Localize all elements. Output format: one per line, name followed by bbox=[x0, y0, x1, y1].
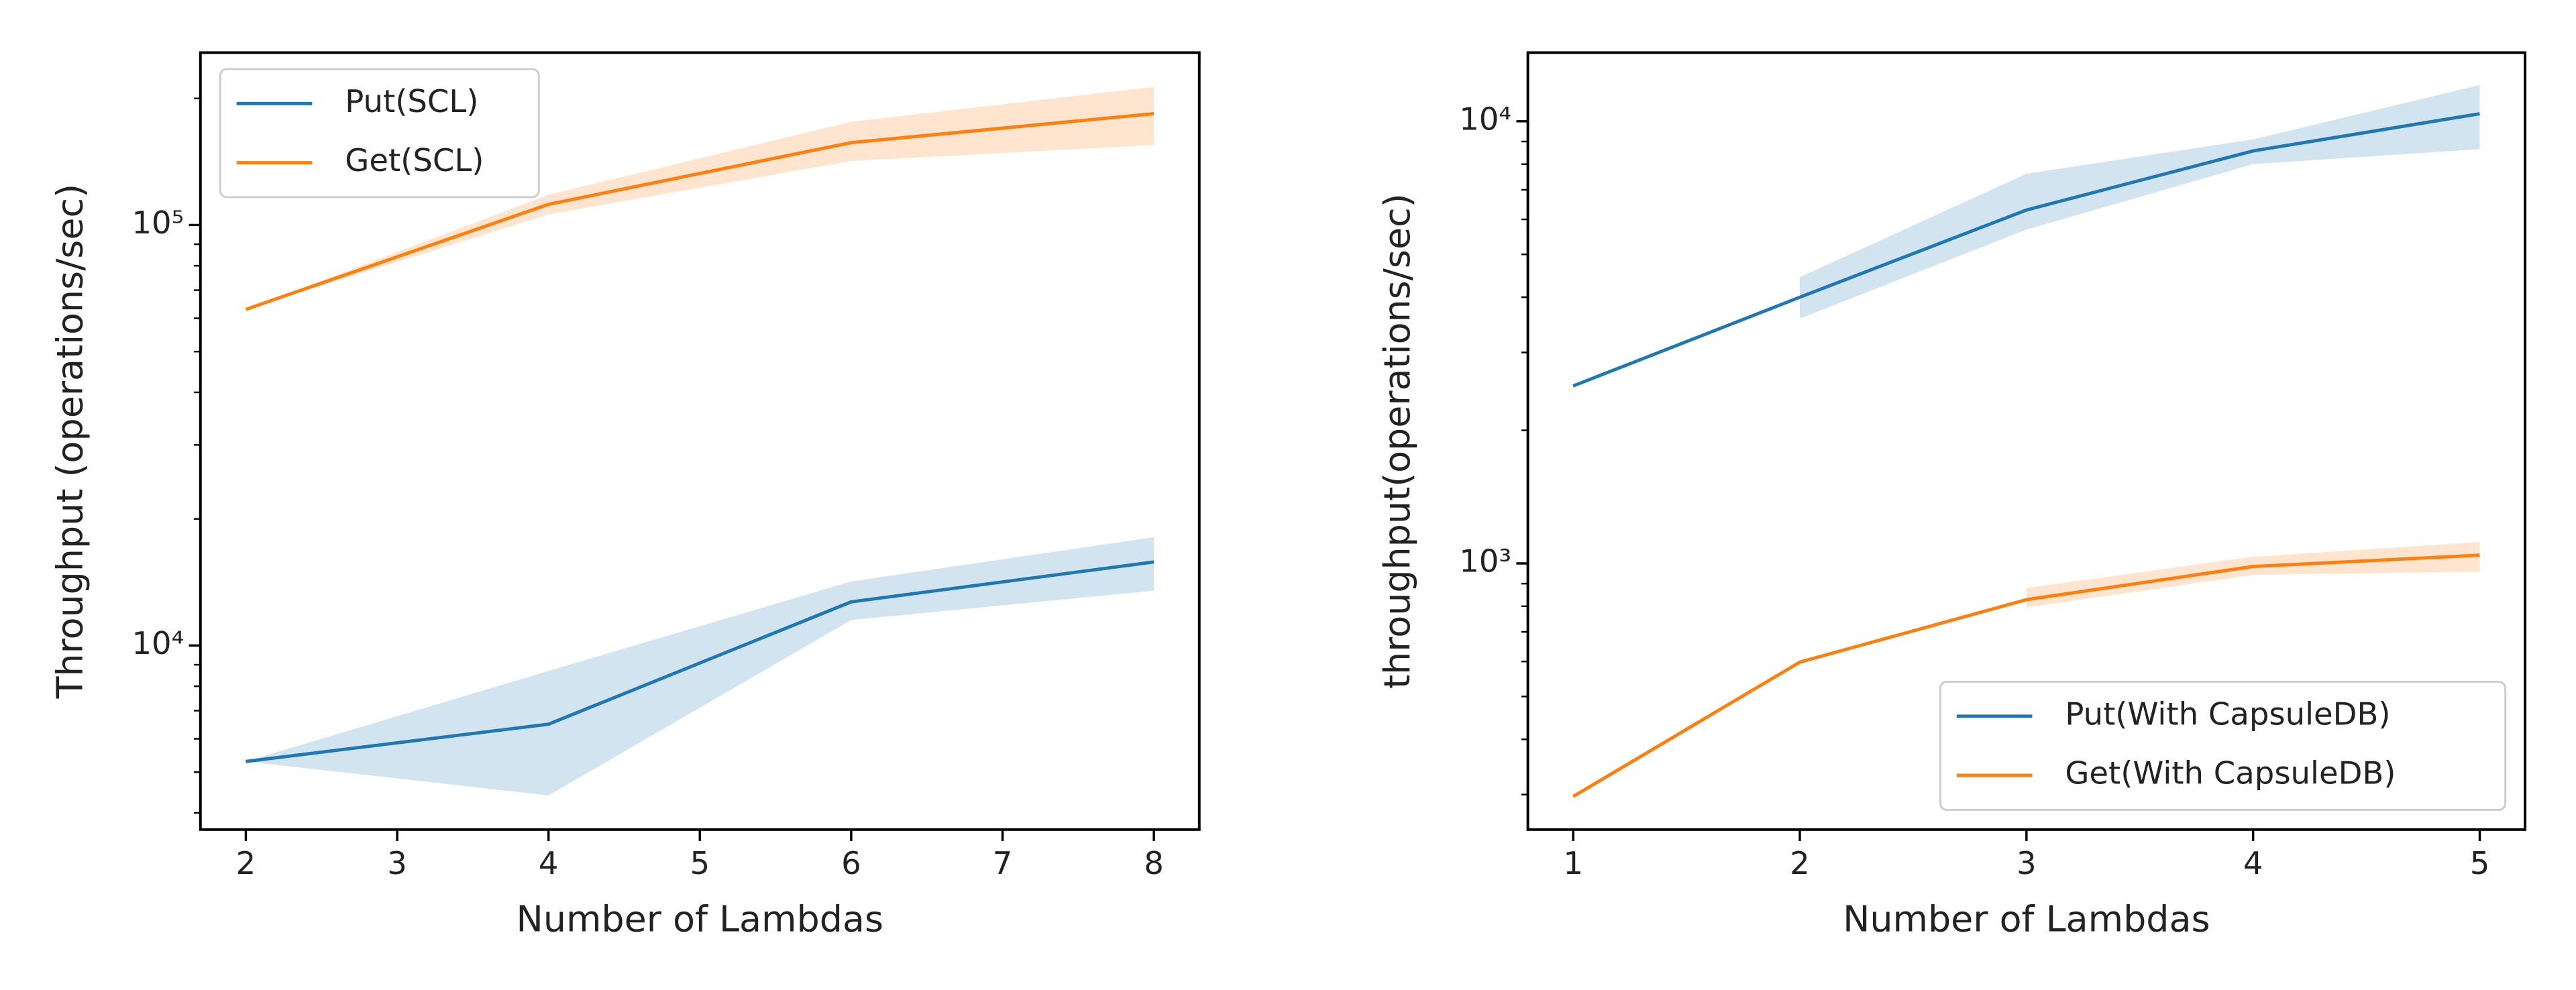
y-tick-label: 10³ bbox=[1459, 543, 1511, 579]
x-tick-label: 3 bbox=[387, 845, 407, 881]
x-tick-label: 5 bbox=[2470, 845, 2490, 881]
y-axis-label: throughput(operations/sec) bbox=[1376, 193, 1418, 689]
y-tick-label: 10⁵ bbox=[131, 205, 184, 241]
y-tick-label: 10⁴ bbox=[131, 625, 184, 661]
x-tick-label: 7 bbox=[993, 845, 1013, 881]
series-line bbox=[245, 111, 1155, 311]
x-tick-label: 5 bbox=[690, 845, 710, 881]
confidence-band bbox=[246, 87, 1155, 310]
x-tick-label: 2 bbox=[1790, 845, 1810, 881]
y-tick-label: 10⁴ bbox=[1459, 101, 1511, 137]
legend-label: Get(SCL) bbox=[345, 142, 484, 178]
x-tick-label: 2 bbox=[236, 845, 256, 881]
legend-label: Put(SCL) bbox=[345, 83, 478, 119]
x-axis-label: Number of Lambdas bbox=[517, 898, 883, 940]
legend-label: Get(With CapsuleDB) bbox=[2065, 755, 2396, 791]
chart: 2 3 4 5 6 7 8 10⁴ 10⁵ Number of Lambdas Throughput… bbox=[48, 51, 1201, 940]
series-line bbox=[1572, 553, 2480, 798]
chart: 1 2 3 4 5 10³ 10⁴ Number of Lambdas throughput(o… bbox=[1376, 51, 2527, 940]
legend: Put(With CapsuleDB) Get(With CapsuleDB) bbox=[1939, 680, 2507, 811]
legend-label: Put(With CapsuleDB) bbox=[2065, 696, 2390, 732]
x-axis-label: Number of Lambdas bbox=[1843, 898, 2210, 940]
series-line bbox=[246, 560, 1155, 763]
confidence-band bbox=[246, 537, 1155, 795]
y-axis-label: Throughput (operations/sec) bbox=[48, 184, 91, 700]
x-tick-label: 4 bbox=[2243, 845, 2263, 881]
plot-frame bbox=[199, 51, 1201, 831]
series-line bbox=[1572, 112, 2480, 388]
x-tick-label: 4 bbox=[539, 845, 559, 881]
x-tick-label: 6 bbox=[841, 845, 861, 881]
legend-box bbox=[1939, 680, 2507, 811]
confidence-band bbox=[2026, 542, 2480, 608]
plot-frame bbox=[1526, 51, 2527, 831]
legend: Put(SCL) Get(SCL) bbox=[219, 68, 540, 199]
x-tick-label: 1 bbox=[1563, 845, 1583, 881]
legend-box bbox=[219, 68, 540, 199]
x-tick-label: 8 bbox=[1144, 845, 1164, 881]
x-tick-label: 3 bbox=[2017, 845, 2037, 881]
confidence-band bbox=[1799, 85, 2480, 319]
